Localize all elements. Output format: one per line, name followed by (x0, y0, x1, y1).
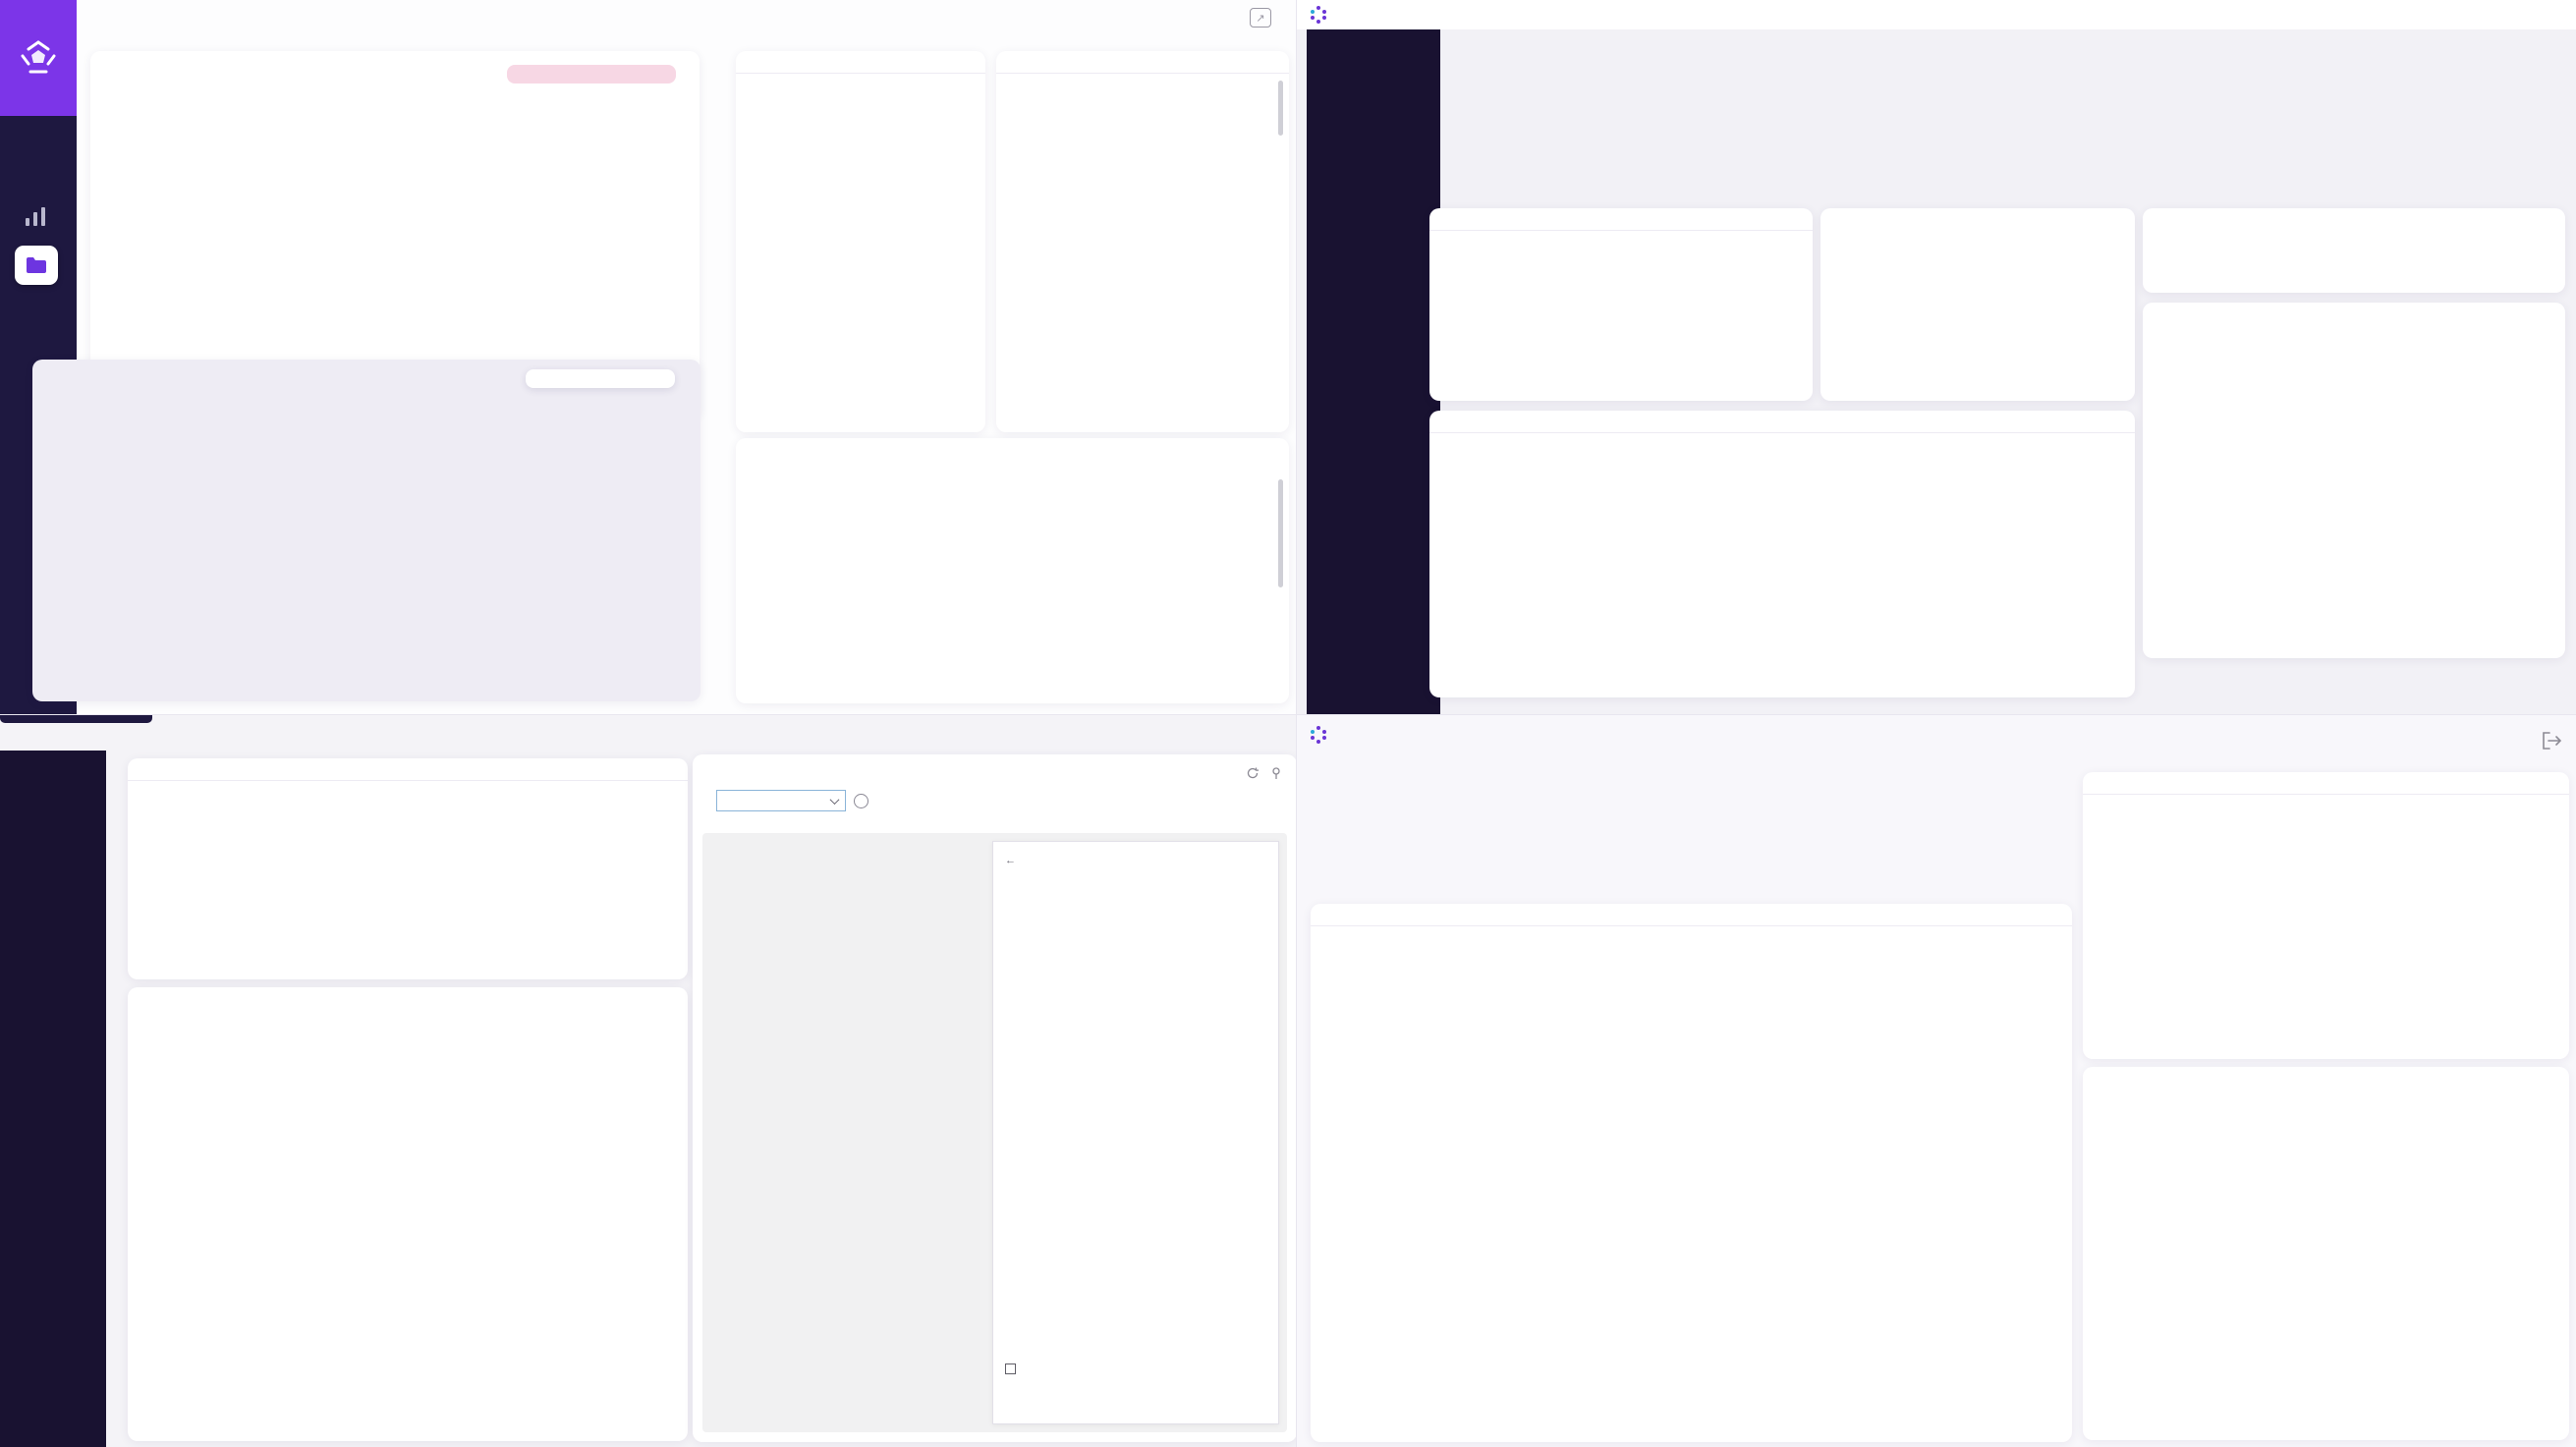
collapsed-rail (0, 715, 152, 723)
folder-icon (27, 257, 46, 273)
increase-dropdown[interactable] (716, 790, 846, 811)
help-icon[interactable] (854, 793, 868, 808)
logout-icon[interactable] (2541, 731, 2562, 751)
panel-title (128, 758, 688, 780)
best-selling-category-panel (1820, 208, 2135, 401)
bar-chart-icon[interactable] (24, 206, 49, 228)
ceo-sidebar (1307, 29, 1440, 715)
visual-toolbar (736, 438, 1289, 446)
back-arrow-icon[interactable]: ← (1005, 855, 1016, 866)
performance-ratio-panel (2143, 208, 2565, 293)
sales-in-time-panel (128, 987, 688, 1441)
sales-vs-orders-chart[interactable] (1429, 466, 2135, 696)
channel-comparison-panel (128, 758, 688, 979)
panel-title (1820, 208, 2135, 230)
ki-tabs (693, 754, 724, 766)
sales-vs-orders-panel (1429, 411, 2135, 697)
panel-title (1429, 411, 2135, 432)
scrollbar[interactable] (1278, 81, 1283, 136)
panel-title (1429, 208, 1813, 230)
onex-dots-logo[interactable] (1309, 725, 1328, 745)
panel-title (2143, 303, 2565, 324)
panel-title (996, 51, 1289, 73)
hours-by-classification-panel (736, 51, 985, 432)
total-absences-panel (1311, 904, 2072, 1442)
classification-bars (736, 74, 985, 83)
project-code-breakdown-panel (996, 51, 1289, 432)
category-donut-chart[interactable] (1820, 240, 2135, 397)
share-icon[interactable]: ↗ (1250, 8, 1271, 28)
panel-title (2083, 772, 2569, 794)
onex-logo[interactable] (0, 0, 77, 116)
ki-body: ← (702, 833, 1287, 1432)
util-badge (507, 65, 676, 83)
refresh-icon[interactable] (1246, 766, 1260, 780)
sales-size-bars (1429, 231, 1813, 239)
hours-target-badge (526, 369, 675, 388)
panel-title (1311, 904, 2072, 925)
top-strip (1297, 0, 2576, 29)
time-allocation-dashboard: ↗ (0, 0, 1298, 716)
key-influencers-panel: ← (693, 754, 1297, 1442)
project-hours-panel (90, 51, 700, 418)
calendar-completion-chart[interactable] (32, 422, 700, 696)
absence-team-table (2083, 1067, 2569, 1077)
onex-logo-glyph (21, 40, 56, 74)
best-selling-products-panel (2143, 303, 2565, 658)
absences-split-bars (2083, 795, 2569, 820)
panel-title (736, 51, 985, 73)
sales-analysis-dashboard: ← (0, 714, 1298, 1447)
team-utilization-panel (736, 438, 1289, 703)
checkbox[interactable] (1005, 1363, 1016, 1374)
onex-dots-logo[interactable] (1309, 5, 1328, 25)
folder-button[interactable] (15, 246, 58, 285)
panel-title (2143, 208, 2178, 230)
code-breakdown-bars (996, 74, 1289, 83)
performance-ratio-bar[interactable] (2158, 238, 2549, 263)
ceo-overview-dashboard (1296, 0, 2576, 716)
chevron-down-icon (829, 794, 840, 805)
sales-size-panel (1429, 208, 1813, 401)
scrollbar[interactable] (1278, 479, 1283, 587)
absence-team-table-panel (2083, 1067, 2569, 1440)
panel-title (128, 987, 688, 1009)
influencer-bar-chart[interactable] (993, 868, 1278, 1360)
calendar-completion-panel (32, 360, 700, 701)
absences-split-panel (2083, 772, 2569, 1059)
pin-icon[interactable] (1269, 766, 1283, 780)
sales-in-time-area-chart[interactable] (128, 1017, 688, 1439)
absences-dashboard (1296, 714, 2576, 1447)
ki-detail-card: ← (992, 841, 1279, 1424)
sales-analysis-sidebar (0, 751, 106, 1447)
absences-bar-chart[interactable] (1324, 949, 2058, 1428)
